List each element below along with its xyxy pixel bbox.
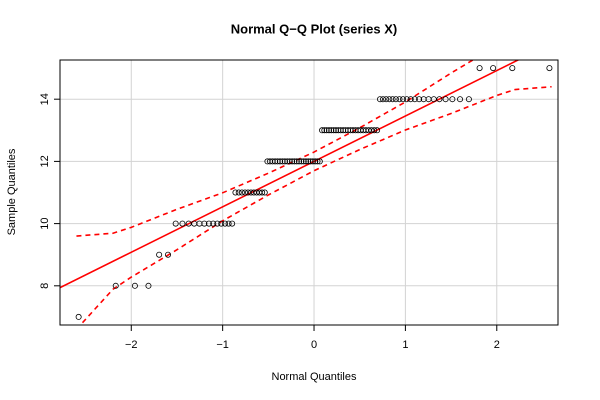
- data-point: [291, 158, 298, 165]
- data-point: [296, 158, 303, 165]
- data-point: [247, 189, 254, 196]
- data-point: [293, 158, 300, 165]
- data-point: [112, 282, 119, 289]
- data-point: [312, 158, 319, 165]
- data-point: [238, 189, 245, 196]
- data-point: [235, 189, 242, 196]
- y-tick-label: 10: [39, 217, 51, 229]
- data-point: [328, 127, 335, 134]
- data-point: [305, 158, 312, 165]
- data-point: [289, 158, 296, 165]
- data-point: [396, 96, 403, 103]
- data-point: [326, 127, 333, 134]
- data-point: [205, 220, 212, 227]
- data-point: [300, 158, 307, 165]
- data-point: [286, 158, 293, 165]
- y-tick-label: 14: [39, 93, 51, 105]
- data-point: [389, 96, 396, 103]
- y-tick-label: 8: [39, 283, 51, 289]
- data-point: [319, 127, 326, 134]
- data-point: [284, 158, 291, 165]
- data-point: [314, 158, 321, 165]
- data-point: [374, 127, 381, 134]
- data-point: [383, 96, 390, 103]
- y-axis-title: Sample Quantiles: [6, 148, 18, 235]
- data-point: [179, 220, 186, 227]
- data-point: [229, 220, 236, 227]
- data-point: [201, 220, 208, 227]
- data-point: [245, 189, 252, 196]
- data-point: [403, 96, 410, 103]
- y-tick-label: 12: [39, 155, 51, 167]
- data-point: [380, 96, 387, 103]
- data-point: [321, 127, 328, 134]
- data-point: [210, 220, 217, 227]
- data-point: [371, 127, 378, 134]
- data-point: [332, 127, 339, 134]
- data-point: [368, 127, 375, 134]
- x-tick-label: 1: [402, 339, 408, 351]
- chart-title: Normal Q−Q Plot (series X): [231, 21, 398, 36]
- data-point: [330, 127, 337, 134]
- data-point: [302, 158, 309, 165]
- data-point: [400, 96, 407, 103]
- data-point: [316, 158, 323, 165]
- x-tick-label: −1: [216, 339, 229, 351]
- data-point: [298, 158, 305, 165]
- data-point: [131, 282, 138, 289]
- data-point: [411, 96, 418, 103]
- data-point: [242, 189, 249, 196]
- x-tick-label: 0: [311, 339, 317, 351]
- data-point: [416, 96, 423, 103]
- data-point: [145, 282, 152, 289]
- data-point: [457, 96, 464, 103]
- data-point: [376, 96, 383, 103]
- x-tick-label: −2: [125, 339, 138, 351]
- data-point: [386, 96, 393, 103]
- data-point: [509, 65, 516, 72]
- data-point: [546, 65, 553, 72]
- data-point: [449, 96, 456, 103]
- data-point: [218, 220, 225, 227]
- data-point: [75, 313, 82, 320]
- data-point: [490, 65, 497, 72]
- data-point: [307, 158, 314, 165]
- data-point: [323, 127, 330, 134]
- data-point: [222, 220, 229, 227]
- data-point: [259, 189, 266, 196]
- data-point: [442, 96, 449, 103]
- data-point: [407, 96, 414, 103]
- data-point: [465, 96, 472, 103]
- data-point: [392, 96, 399, 103]
- data-point: [476, 65, 483, 72]
- confidence-band: [79, 85, 552, 325]
- data-point: [214, 220, 221, 227]
- x-tick-label: 2: [494, 339, 500, 351]
- data-point: [261, 189, 268, 196]
- data-point: [309, 158, 316, 165]
- data-point: [436, 96, 443, 103]
- data-point: [165, 251, 172, 258]
- confidence-band: [76, 60, 475, 237]
- data-point: [232, 189, 239, 196]
- plot-area: [60, 60, 553, 325]
- plot-border: [59, 59, 559, 326]
- data-point: [156, 251, 163, 258]
- data-point: [172, 220, 179, 227]
- data-point: [225, 220, 232, 227]
- x-axis-title: Normal Quantiles: [272, 371, 357, 383]
